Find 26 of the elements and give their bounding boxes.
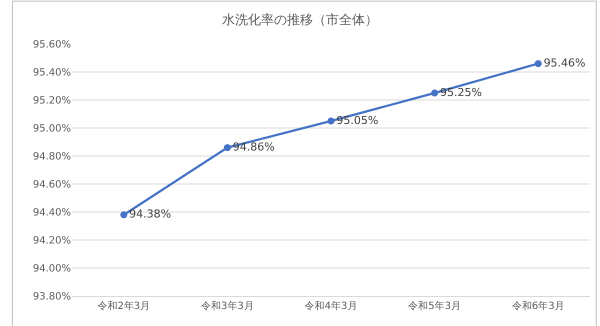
chart-title: 水洗化率の推移（市全体） — [222, 12, 378, 28]
y-tick-label: 95.40% — [32, 68, 71, 78]
data-label: 95.05% — [336, 114, 378, 127]
point — [534, 60, 542, 68]
x-tick-label: 令和6年3月 — [512, 300, 565, 312]
y-tick-label: 95.00% — [32, 124, 71, 134]
data-label: 94.38% — [129, 208, 172, 221]
data-label: 94.86% — [232, 140, 275, 154]
y-tick-label: 94.40% — [32, 208, 71, 218]
y-tick-label: 94.80% — [32, 152, 71, 162]
y-tick-label: 94.60% — [32, 180, 71, 190]
y-tick-label: 95.20% — [32, 96, 71, 106]
data-label: 95.25% — [440, 86, 482, 99]
y-tick-label: 94.20% — [32, 236, 71, 246]
point — [120, 211, 128, 218]
x-tick-label: 令和4年3月 — [304, 300, 358, 312]
data-label: 95.46% — [544, 56, 586, 70]
x-tick-label: 令和5年3月 — [408, 300, 461, 312]
y-tick-label: 95.60% — [32, 40, 71, 50]
x-tick-label: 令和2年3月 — [97, 300, 150, 312]
y-tick-label: 93.80% — [32, 292, 71, 302]
point — [224, 144, 231, 152]
y-tick-label: 94.00% — [32, 264, 71, 274]
x-tick-label: 令和3年3月 — [201, 300, 254, 312]
point — [431, 90, 438, 96]
point — [328, 118, 334, 124]
